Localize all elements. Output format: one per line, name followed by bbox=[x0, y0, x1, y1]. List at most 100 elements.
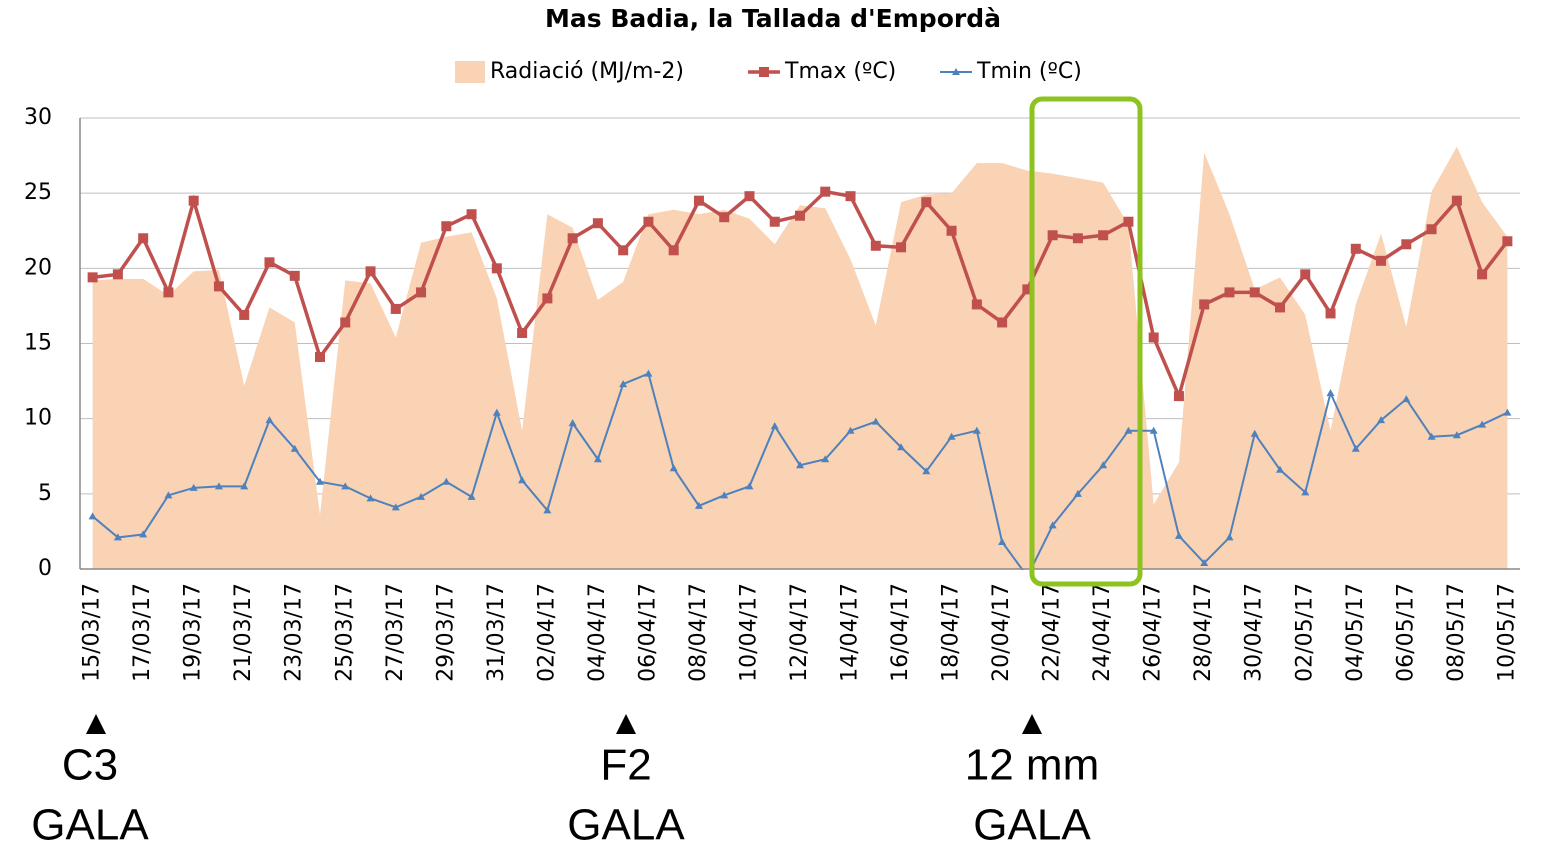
marker bbox=[921, 197, 932, 208]
marker bbox=[315, 352, 325, 363]
marker bbox=[947, 432, 956, 440]
y-tick-label: 30 bbox=[24, 105, 52, 130]
marker bbox=[745, 482, 754, 490]
marker bbox=[870, 240, 881, 251]
legend-label: Tmax (ºC) bbox=[784, 59, 896, 84]
marker bbox=[265, 416, 274, 424]
marker bbox=[416, 287, 427, 298]
marker bbox=[1124, 426, 1133, 434]
x-tick-label: 24/04/17 bbox=[1090, 583, 1115, 682]
marker bbox=[1426, 224, 1437, 235]
marker bbox=[417, 492, 426, 500]
marker bbox=[316, 477, 324, 485]
marker bbox=[1098, 230, 1109, 241]
x-tick-label: 19/03/17 bbox=[181, 583, 206, 682]
x-tick-label: 23/03/17 bbox=[282, 583, 307, 682]
arrow bbox=[1022, 714, 1042, 734]
marker bbox=[289, 270, 300, 281]
marker bbox=[568, 419, 577, 427]
marker bbox=[87, 272, 98, 283]
legend-marker bbox=[759, 67, 769, 77]
marker bbox=[239, 309, 250, 320]
marker bbox=[139, 530, 148, 538]
x-tick-label: 26/04/17 bbox=[1141, 583, 1166, 682]
marker bbox=[1048, 521, 1057, 529]
annotation-variety: GALA bbox=[973, 801, 1091, 850]
marker bbox=[1250, 429, 1259, 437]
marker bbox=[391, 503, 400, 511]
series-layer bbox=[87, 146, 1513, 570]
x-tick-label: 10/04/17 bbox=[736, 583, 761, 682]
x-tick-label: 06/05/17 bbox=[1393, 583, 1418, 682]
marker bbox=[340, 317, 351, 328]
y-tick-label: 15 bbox=[24, 331, 52, 356]
chart-title: Mas Badia, la Tallada d'Empordà bbox=[545, 4, 1001, 33]
x-tick-label: 25/03/17 bbox=[332, 583, 357, 682]
marker bbox=[264, 257, 275, 268]
marker bbox=[164, 491, 173, 499]
x-tick-label: 08/04/17 bbox=[686, 583, 711, 682]
x-tick-label: 20/04/17 bbox=[989, 583, 1014, 682]
marker bbox=[820, 186, 831, 197]
marker bbox=[1452, 431, 1461, 439]
marker bbox=[1276, 465, 1284, 473]
x-tick-label: 18/04/17 bbox=[939, 583, 964, 682]
x-tick-label: 08/05/17 bbox=[1444, 583, 1469, 682]
marker bbox=[1199, 299, 1210, 310]
marker bbox=[290, 444, 299, 452]
marker bbox=[1047, 230, 1058, 241]
marker bbox=[644, 369, 653, 377]
x-tick-label: 21/03/17 bbox=[231, 583, 256, 682]
x-tick-label: 04/04/17 bbox=[585, 583, 610, 682]
marker bbox=[1478, 420, 1487, 428]
x-tick-label: 04/05/17 bbox=[1343, 583, 1368, 682]
marker bbox=[1200, 558, 1209, 566]
marker bbox=[189, 483, 198, 491]
marker bbox=[795, 210, 805, 221]
y-tick-label: 20 bbox=[24, 255, 52, 280]
annotation-variety: GALA bbox=[567, 801, 685, 850]
annotation-stage: F2 bbox=[600, 741, 651, 790]
marker bbox=[213, 281, 224, 292]
marker bbox=[744, 191, 755, 202]
x-tick-label: 16/04/17 bbox=[888, 583, 913, 682]
x-tick-label: 28/04/17 bbox=[1191, 583, 1216, 682]
marker bbox=[592, 218, 603, 229]
marker bbox=[1502, 236, 1513, 247]
marker bbox=[669, 464, 678, 472]
x-tick-label: 15/03/17 bbox=[80, 583, 105, 682]
marker bbox=[972, 426, 981, 434]
marker bbox=[1503, 408, 1512, 416]
marker bbox=[1224, 287, 1235, 298]
marker bbox=[466, 209, 477, 220]
marker bbox=[543, 506, 552, 514]
marker bbox=[1225, 533, 1234, 541]
marker bbox=[1123, 216, 1134, 227]
marker bbox=[341, 482, 350, 490]
marker bbox=[518, 476, 527, 484]
marker bbox=[998, 537, 1007, 545]
marker bbox=[619, 380, 628, 388]
marker bbox=[1301, 488, 1310, 496]
annotation-stage: C3 bbox=[62, 741, 118, 790]
marker bbox=[138, 233, 149, 244]
marker bbox=[1451, 195, 1462, 206]
marker bbox=[997, 317, 1008, 328]
marker bbox=[1275, 302, 1285, 313]
marker bbox=[1325, 308, 1336, 319]
marker bbox=[1427, 432, 1436, 440]
x-tick-label: 12/04/17 bbox=[787, 583, 812, 682]
marker bbox=[871, 417, 880, 425]
marker bbox=[846, 426, 855, 434]
y-tick-label: 0 bbox=[38, 556, 52, 581]
marker bbox=[517, 327, 528, 338]
legend-marker bbox=[952, 68, 960, 75]
marker bbox=[1401, 239, 1412, 250]
x-tick-label: 30/04/17 bbox=[1242, 583, 1267, 682]
marker bbox=[1351, 444, 1360, 452]
legend-label: Radiació (MJ/m-2) bbox=[490, 59, 684, 84]
marker bbox=[1148, 332, 1159, 343]
marker bbox=[112, 269, 123, 280]
marker bbox=[467, 492, 476, 500]
